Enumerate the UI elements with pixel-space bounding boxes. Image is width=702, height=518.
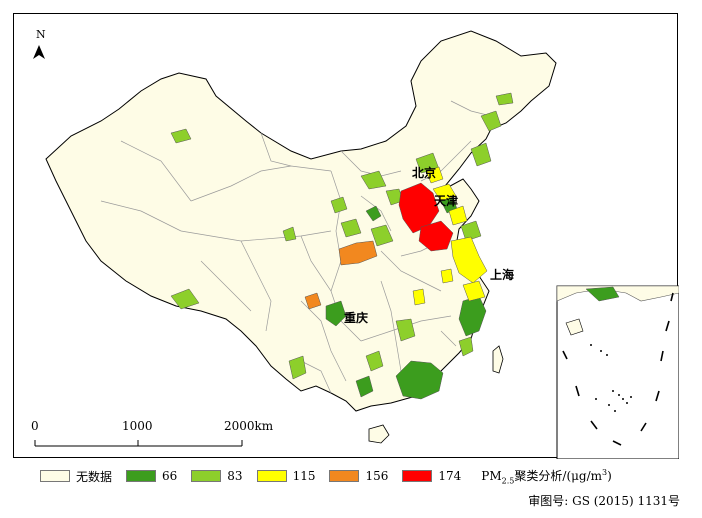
scale-bar [34, 440, 243, 447]
inset-dashes [562, 292, 674, 446]
legend-label: 174 [438, 469, 462, 483]
legend-swatch-83 [191, 470, 222, 482]
region-83 [170, 92, 602, 380]
hainan-island [368, 424, 390, 444]
legend-item: 66 [126, 469, 177, 483]
legend-title: PM2.5聚类分析/(μg/m3) [481, 467, 612, 486]
region-guangdong [395, 360, 444, 400]
region-174 [398, 182, 454, 252]
inset-frame [556, 285, 679, 459]
legend: 无数据 66 83 115 156 174 PM2.5聚类分析/(μg/m3) [40, 467, 612, 486]
china-map [33, 30, 679, 459]
legend-label: 66 [162, 469, 178, 483]
legend-swatch-66 [126, 470, 157, 482]
legend-swatch-no-data [40, 470, 70, 482]
legend-label: 115 [292, 469, 316, 483]
region-chongqing-area [325, 300, 347, 327]
taiwan-island [492, 345, 504, 374]
city-label-chongqing: 重庆 [344, 311, 369, 325]
city-label-beijing: 北京 [412, 166, 437, 180]
map-frame: 北京 天津 上海 重庆 N 0 1000 2000km [13, 13, 679, 459]
city-label-shanghai: 上海 [490, 268, 515, 282]
legend-label: 无数据 [76, 469, 113, 484]
scale-tick-2000: 2000km [224, 419, 274, 433]
north-label: N [36, 28, 46, 41]
region-156 [304, 240, 378, 310]
city-label-tianjin: 天津 [434, 194, 459, 208]
legend-item: 174 [402, 469, 461, 483]
legend-item: 115 [256, 469, 316, 483]
legend-swatch-156 [329, 470, 360, 482]
legend-item: 83 [191, 469, 243, 483]
legend-label: 83 [227, 469, 243, 483]
scale-tick-0: 0 [31, 419, 39, 433]
legend-item: 无数据 [40, 468, 112, 485]
region-115 [412, 166, 488, 306]
scale-tick-1000: 1000 [122, 419, 153, 433]
legend-item: 156 [329, 469, 388, 483]
legend-swatch-174 [402, 470, 433, 482]
china-outline [45, 30, 557, 412]
legend-swatch-115 [256, 470, 287, 482]
region-166 [325, 196, 487, 400]
inset-islands [590, 344, 632, 412]
legend-label: 156 [365, 469, 389, 483]
approval-number: 审图号: GS (2015) 1131号 [528, 494, 680, 508]
north-arrow-icon [33, 45, 45, 59]
